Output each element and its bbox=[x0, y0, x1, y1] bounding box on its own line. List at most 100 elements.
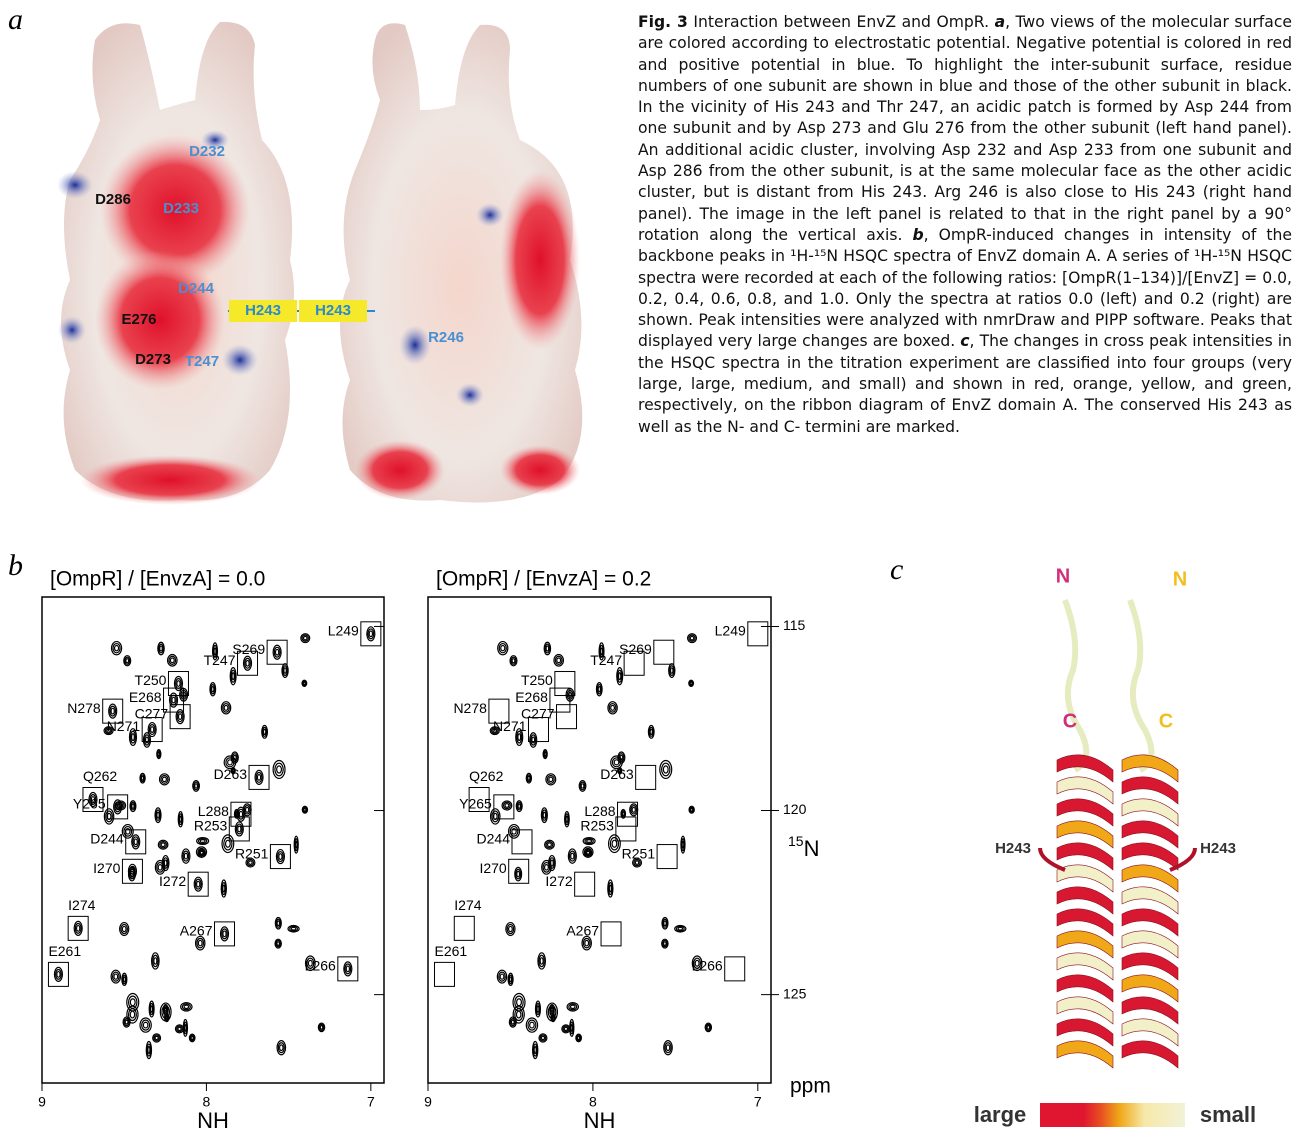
contour bbox=[632, 807, 635, 812]
contour bbox=[543, 812, 545, 818]
peak-label: L266 bbox=[692, 958, 723, 974]
caption-run: Interaction between EnvZ and OmpR. bbox=[688, 13, 995, 31]
peak-box bbox=[68, 916, 88, 940]
contour bbox=[509, 926, 513, 931]
contour bbox=[57, 972, 60, 978]
peak-label: L249 bbox=[715, 623, 746, 639]
panel-label: a bbox=[8, 3, 23, 36]
contour bbox=[671, 668, 673, 674]
contour bbox=[115, 646, 119, 651]
peak-label: R251 bbox=[622, 845, 656, 861]
contour bbox=[663, 766, 668, 773]
spectrum-title: [OmpR] / [EnvzA] = 0.2 bbox=[436, 568, 651, 591]
contour bbox=[611, 705, 615, 710]
contour bbox=[223, 885, 225, 892]
peak-box bbox=[636, 765, 656, 789]
peak-label: I272 bbox=[159, 873, 186, 889]
contour bbox=[622, 812, 624, 816]
terminus-label: C bbox=[1159, 710, 1173, 732]
x-tick-label: 7 bbox=[367, 1094, 375, 1110]
coil bbox=[1130, 600, 1151, 770]
contour bbox=[619, 673, 621, 680]
contour bbox=[346, 966, 349, 972]
contour bbox=[200, 840, 205, 843]
contour bbox=[284, 668, 286, 674]
contour bbox=[239, 811, 242, 817]
peak-label: Q262 bbox=[469, 768, 503, 784]
peak-box bbox=[601, 922, 621, 946]
contour bbox=[549, 777, 553, 781]
contour bbox=[130, 999, 135, 1006]
y-axis-label: 15N bbox=[788, 833, 819, 861]
contour bbox=[172, 697, 175, 703]
contour bbox=[180, 816, 182, 822]
contour bbox=[195, 784, 198, 788]
peak-label: I274 bbox=[454, 897, 481, 913]
peak-label: L249 bbox=[328, 623, 359, 639]
peak-box bbox=[267, 640, 287, 664]
contour bbox=[295, 841, 297, 848]
contour bbox=[160, 646, 163, 651]
x-axis-label: NH bbox=[584, 1108, 616, 1133]
contour bbox=[571, 1025, 573, 1032]
contour bbox=[517, 999, 522, 1006]
contour bbox=[320, 1026, 323, 1029]
contour bbox=[277, 942, 280, 946]
peak-box bbox=[725, 957, 745, 981]
contour bbox=[587, 840, 592, 843]
panel-label: b bbox=[8, 549, 23, 582]
contour bbox=[132, 734, 135, 741]
contour bbox=[291, 927, 295, 930]
contour bbox=[125, 1020, 128, 1024]
legend-high: small bbox=[1200, 1102, 1256, 1127]
contour bbox=[158, 865, 162, 870]
contour bbox=[184, 853, 187, 859]
contour bbox=[123, 977, 125, 982]
residue-label: D232 bbox=[189, 143, 225, 160]
contour bbox=[257, 775, 260, 781]
contour bbox=[197, 881, 200, 887]
x-tick-label: 9 bbox=[38, 1094, 46, 1110]
peak-label: L288 bbox=[584, 803, 615, 819]
peak-box bbox=[557, 705, 577, 729]
contour bbox=[277, 921, 279, 926]
contour bbox=[690, 682, 692, 684]
contour bbox=[142, 776, 144, 780]
contour bbox=[178, 1027, 181, 1030]
contour bbox=[304, 808, 306, 811]
contour bbox=[664, 942, 667, 946]
peak-label: E268 bbox=[129, 689, 162, 705]
y-tick-label: 115 bbox=[783, 617, 806, 633]
contour bbox=[177, 681, 180, 687]
contour bbox=[518, 734, 521, 741]
peak-box bbox=[654, 640, 674, 664]
residue-label: D273 bbox=[135, 351, 171, 368]
peak-label: E261 bbox=[434, 943, 467, 959]
contour bbox=[155, 1036, 158, 1039]
caption-run: , Two views of the molecular surface are… bbox=[638, 13, 1292, 244]
caption-run: b bbox=[912, 226, 923, 244]
peak-label: R251 bbox=[235, 845, 269, 861]
contour bbox=[157, 812, 159, 818]
caption-run: c bbox=[960, 332, 969, 350]
contour bbox=[134, 839, 137, 845]
contour bbox=[530, 1022, 535, 1028]
peak-box bbox=[361, 622, 381, 646]
contour bbox=[303, 636, 307, 640]
contour bbox=[564, 1027, 567, 1030]
contour bbox=[130, 1011, 134, 1018]
contour bbox=[548, 843, 552, 847]
contour bbox=[534, 1047, 536, 1054]
surface-right bbox=[340, 23, 582, 502]
peak-label: N271 bbox=[493, 718, 527, 734]
contour bbox=[581, 784, 584, 788]
contour bbox=[111, 708, 114, 714]
residue-label: H243 bbox=[315, 302, 351, 319]
peak-label: T250 bbox=[135, 672, 167, 688]
terminus-label: N bbox=[1173, 568, 1187, 590]
his-label: H243 bbox=[1200, 840, 1236, 857]
peak-label: I270 bbox=[479, 860, 506, 876]
contour bbox=[191, 1036, 193, 1039]
residue-label: E276 bbox=[121, 311, 156, 328]
x-axis-label: NH bbox=[197, 1108, 229, 1133]
